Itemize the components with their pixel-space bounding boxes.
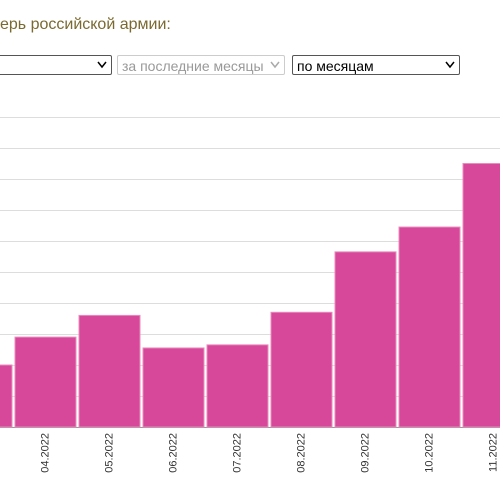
bar (270, 311, 333, 428)
chevron (445, 61, 455, 69)
x-tick-label: 10.2022 (423, 433, 435, 473)
bar (78, 314, 141, 428)
bar (334, 251, 397, 428)
bar (142, 347, 205, 428)
chevron (97, 61, 107, 69)
x-tick-label: 06.2022 (167, 433, 179, 473)
bar (0, 364, 13, 428)
select[interactable]: за последние месяцы (117, 55, 285, 75)
x-tick-label: 07.2022 (231, 433, 243, 473)
bar (462, 163, 500, 428)
select-text: за последние месяцы (122, 58, 264, 74)
select[interactable]: по месяцам (292, 55, 460, 75)
x-tick-label: 11.2022 (487, 433, 499, 472)
x-tick-label: 09.2022 (359, 433, 371, 473)
bar (14, 336, 77, 428)
bar (398, 226, 461, 428)
bar (206, 344, 269, 428)
x-tick-label: 04.2022 (39, 433, 51, 473)
x-tick-label: 05.2022 (103, 433, 115, 473)
chevron (270, 61, 280, 69)
select[interactable] (0, 55, 112, 75)
select-text: по месяцам (297, 58, 374, 74)
title: ерь российской армии: (0, 16, 171, 33)
x-tick-label: 08.2022 (295, 433, 307, 473)
